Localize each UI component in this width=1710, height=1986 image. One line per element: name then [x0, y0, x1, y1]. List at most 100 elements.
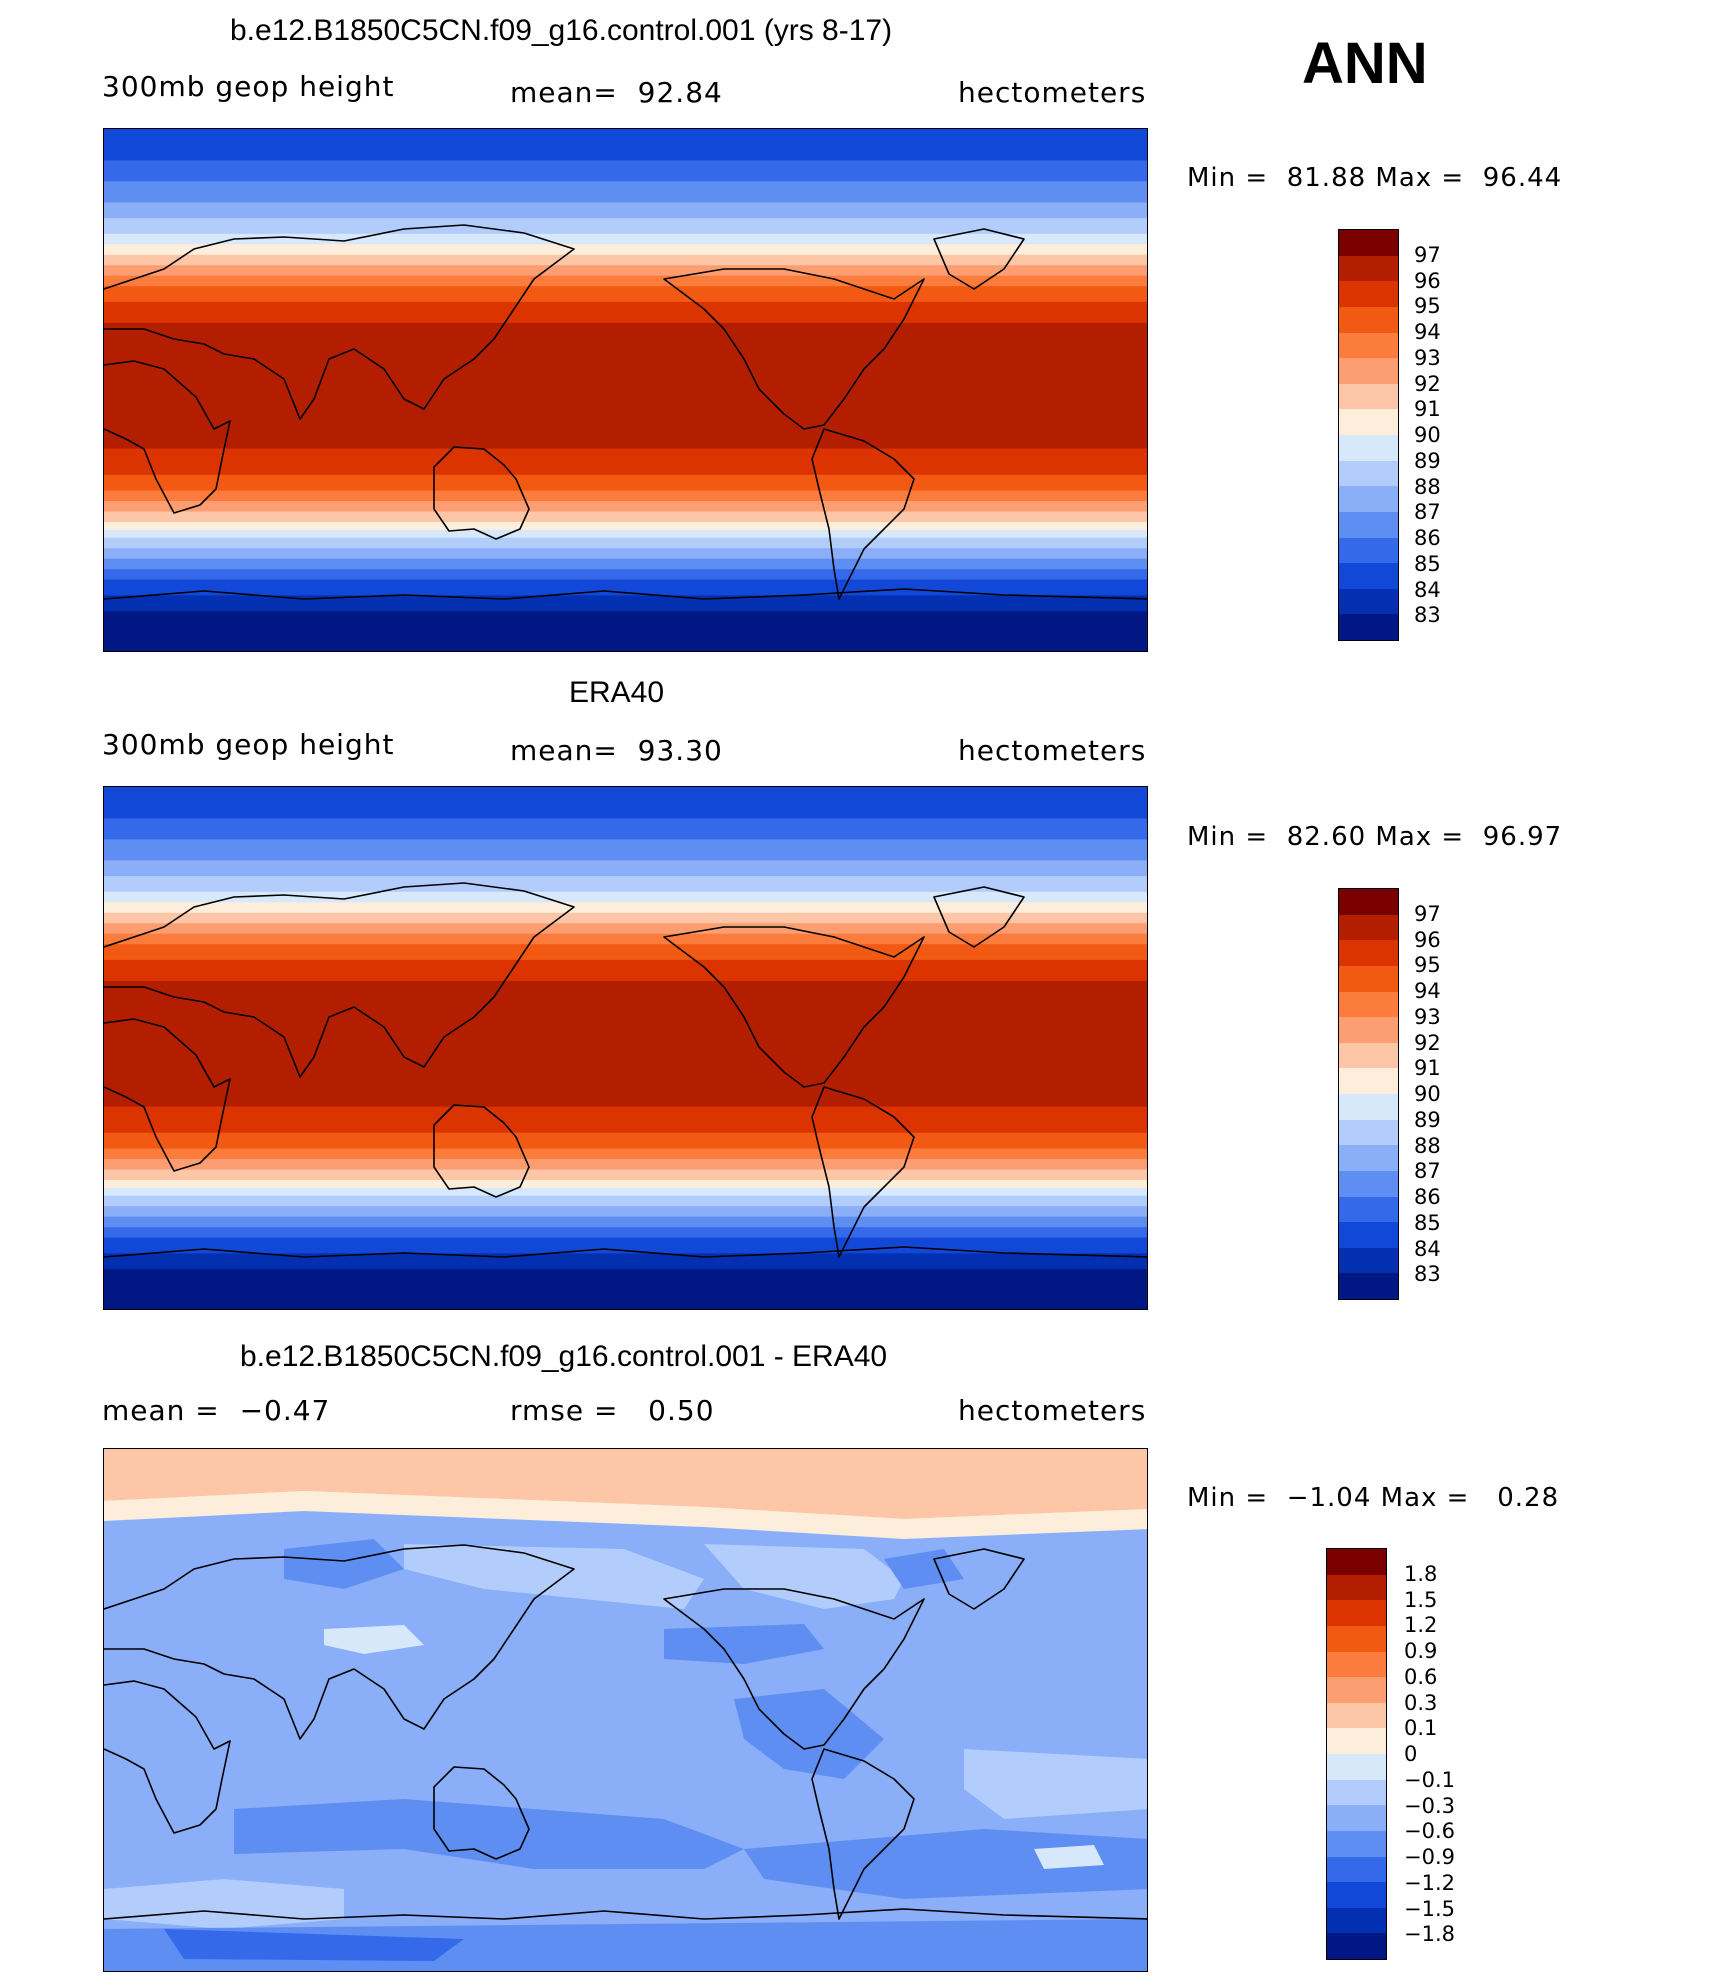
colorbar-swatch [1339, 409, 1398, 435]
contour-region [964, 1749, 1147, 1819]
contour-region [1034, 1845, 1104, 1869]
colorbar-swatch [1339, 1017, 1398, 1043]
colorbar-tick-label: 94 [1414, 320, 1441, 344]
panel-2-map-svg [104, 787, 1147, 1309]
contour-region [104, 1879, 344, 1929]
colorbar-swatch [1327, 1549, 1386, 1575]
colorbar-swatch [1327, 1805, 1386, 1831]
coastline [104, 360, 231, 514]
contour-band [104, 818, 1147, 840]
colorbar-tick-label: 88 [1414, 1133, 1441, 1158]
panel-1-units-label: hectometers [958, 76, 1147, 109]
colorbar-swatch [1339, 1273, 1398, 1299]
colorbar-swatch [1339, 889, 1398, 915]
season-label: ANN [1302, 31, 1428, 96]
panel-3-rmse-label: rmse = 0.50 [510, 1394, 715, 1427]
contour-band [104, 254, 1147, 266]
colorbar-tick-label: 97 [1414, 901, 1441, 926]
contour-band [104, 275, 1147, 287]
panel-3-map-svg [104, 1449, 1147, 1971]
contour-band [104, 1237, 1147, 1254]
panel-3-mean-label: mean = −0.47 [102, 1394, 331, 1427]
colorbar-swatch [1327, 1574, 1386, 1601]
contour-band [104, 1132, 1147, 1150]
colorbar-tick-label: 93 [1414, 1004, 1441, 1029]
contour-band [104, 787, 1147, 819]
contour-band [104, 474, 1147, 492]
contour-band [104, 1253, 1147, 1270]
contour-region [104, 1449, 1147, 1519]
colorbar-tick-label: 90 [1414, 423, 1441, 447]
contour-region [324, 1625, 424, 1654]
colorbar-tick-label: 97 [1414, 242, 1441, 267]
colorbar-tick-label: 0.3 [1404, 1690, 1438, 1715]
colorbar-swatch [1339, 383, 1398, 410]
contour-band [104, 537, 1147, 549]
colorbar-tick-label: 92 [1414, 371, 1441, 396]
colorbar-tick-label: 84 [1414, 577, 1441, 602]
colorbar-tick-label: 95 [1414, 294, 1441, 319]
coastline [104, 1544, 575, 1740]
colorbar-tick-label: 0.6 [1404, 1664, 1438, 1689]
panel-2-colorbar [1338, 888, 1399, 1300]
coastline [104, 588, 1147, 600]
contour-band [104, 1180, 1147, 1189]
coastline [433, 1104, 530, 1198]
contour-band [104, 286, 1147, 303]
contour-band [104, 876, 1147, 893]
colorbar-tick-label: 84 [1414, 1236, 1441, 1261]
contour-band [104, 129, 1147, 161]
colorbar-swatch [1327, 1677, 1386, 1703]
colorbar-tick-label: 94 [1414, 979, 1441, 1003]
colorbar-tick-label: 90 [1414, 1082, 1441, 1106]
contour-band [104, 944, 1147, 961]
colorbar-swatch [1339, 1247, 1398, 1274]
contour-band [104, 490, 1147, 502]
colorbar-tick-label: 89 [1414, 448, 1441, 473]
coastline [663, 268, 925, 430]
contour-band [104, 1269, 1147, 1309]
coastline [104, 1246, 1147, 1258]
panel-3-colorbar [1326, 1548, 1387, 1960]
contour-band [104, 1206, 1147, 1218]
panel-2-mean-label: mean= 93.30 [510, 734, 723, 767]
panel-1-minmax: Min = 81.88 Max = 96.44 [1187, 163, 1563, 193]
coastline [104, 882, 575, 1078]
colorbar-tick-label: 91 [1414, 1056, 1441, 1081]
coastline [104, 1018, 231, 1172]
contour-band [104, 923, 1147, 935]
contour-region [704, 1544, 904, 1609]
contour-band [104, 244, 1147, 256]
coastline [811, 1086, 915, 1258]
coastline [933, 228, 1025, 290]
panel-2-title: ERA40 [569, 676, 665, 709]
contour-region [744, 1829, 1147, 1899]
colorbar-swatch [1327, 1702, 1386, 1729]
colorbar-swatch [1327, 1856, 1386, 1883]
colorbar-swatch [1339, 230, 1398, 256]
coastline [433, 1766, 530, 1860]
contour-band [104, 579, 1147, 596]
coastline [433, 446, 530, 540]
colorbar-swatch [1339, 1170, 1398, 1197]
contour-band [104, 202, 1147, 219]
colorbar-tick-label: 0 [1404, 1742, 1418, 1766]
contour-band [104, 548, 1147, 560]
colorbar-swatch [1339, 306, 1398, 333]
colorbar-swatch [1339, 460, 1398, 487]
colorbar-tick-label: 93 [1414, 345, 1441, 370]
panel-1-mean-label: mean= 92.84 [510, 76, 723, 109]
colorbar-tick-label: −1.5 [1404, 1896, 1455, 1921]
contour-region [234, 1799, 744, 1869]
colorbar-swatch [1339, 537, 1398, 564]
contour-band [104, 1148, 1147, 1160]
colorbar-swatch [1327, 1728, 1386, 1754]
colorbar-swatch [1339, 281, 1398, 307]
panel-2-minmax: Min = 82.60 Max = 96.97 [1187, 822, 1563, 852]
colorbar-tick-label: 87 [1414, 1159, 1441, 1184]
coastline [104, 1908, 1147, 1920]
contour-band [104, 218, 1147, 235]
colorbar-tick-label: 96 [1414, 927, 1441, 952]
contour-band [104, 322, 1147, 450]
panel-1-map-svg [104, 129, 1147, 651]
